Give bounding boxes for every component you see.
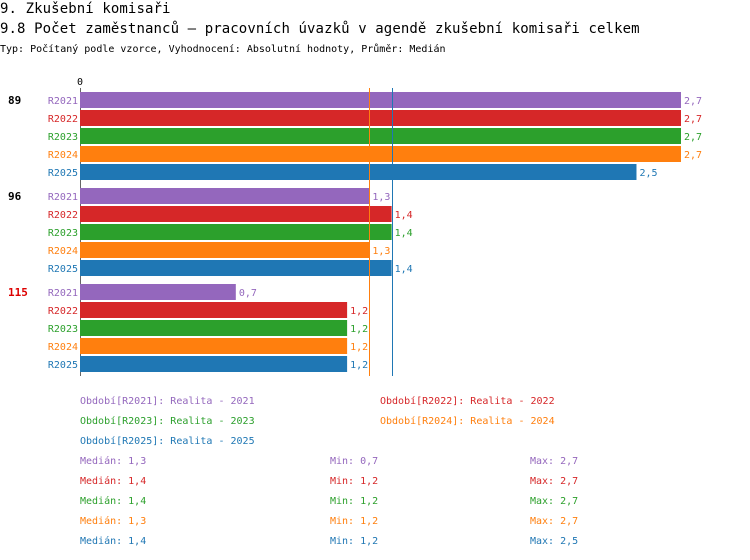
legend-period-item: Období[R2023]: Realita - 2023 <box>80 416 255 427</box>
legend-median: Medián: 1,4 <box>80 476 147 487</box>
legend-min: Min: 1,2 <box>330 476 379 487</box>
bar <box>80 206 392 222</box>
series-label: R2021 <box>48 288 78 299</box>
value-label: 1,2 <box>350 360 368 371</box>
series-label: R2021 <box>48 96 78 107</box>
legend-period-item: Období[R2021]: Realita - 2021 <box>80 396 255 407</box>
legend-max: Max: 2,7 <box>530 516 579 527</box>
legend-period-item: Období[R2022]: Realita - 2022 <box>380 396 555 407</box>
x-axis-zero-label: 0 <box>77 77 83 88</box>
legend-min: Min: 1,2 <box>330 496 379 507</box>
series-label: R2025 <box>48 264 78 275</box>
legend-max: Max: 2,7 <box>530 496 579 507</box>
group-label: 115 <box>8 286 28 299</box>
value-label: 2,5 <box>639 168 657 179</box>
value-label: 1,2 <box>350 342 368 353</box>
chart-type-line: Typ: Počítaný podle vzorce, Vyhodnocení:… <box>0 44 446 55</box>
series-label: R2024 <box>48 342 78 353</box>
legend-period-item: Období[R2025]: Realita - 2025 <box>80 436 255 447</box>
series-label: R2023 <box>48 228 78 239</box>
bar <box>80 164 637 180</box>
bar <box>80 356 348 372</box>
group-label: 89 <box>8 94 21 107</box>
series-label: R2023 <box>48 324 78 335</box>
legend-max: Max: 2,7 <box>530 476 579 487</box>
value-label: 2,7 <box>684 150 702 161</box>
legend-median: Medián: 1,4 <box>80 496 147 507</box>
bar <box>80 338 348 354</box>
bar <box>80 110 681 126</box>
value-label: 1,3 <box>372 246 390 257</box>
legend-max: Max: 2,7 <box>530 456 579 467</box>
value-label: 2,7 <box>684 132 702 143</box>
legend-period-item: Období[R2024]: Realita - 2024 <box>380 416 555 427</box>
bar <box>80 242 370 258</box>
bar <box>80 260 392 276</box>
series-label: R2023 <box>48 132 78 143</box>
bar <box>80 320 348 336</box>
bar <box>80 146 681 162</box>
legend-median: Medián: 1,4 <box>80 536 147 547</box>
bar <box>80 284 236 300</box>
legend-max: Max: 2,5 <box>530 536 579 547</box>
legend-median: Medián: 1,3 <box>80 456 147 467</box>
value-label: 1,2 <box>350 324 368 335</box>
value-label: 0,7 <box>239 288 257 299</box>
legend-min: Min: 1,2 <box>330 516 379 527</box>
series-label: R2021 <box>48 192 78 203</box>
bar <box>80 92 681 108</box>
value-label: 1,3 <box>372 192 390 203</box>
bar <box>80 224 392 240</box>
series-label: R2022 <box>48 306 78 317</box>
series-label: R2024 <box>48 150 78 161</box>
bar <box>80 128 681 144</box>
group-label: 96 <box>8 190 22 203</box>
value-label: 2,7 <box>684 96 702 107</box>
series-label: R2022 <box>48 210 78 221</box>
series-label: R2025 <box>48 360 78 371</box>
value-label: 1,4 <box>395 210 413 221</box>
legend-median: Medián: 1,3 <box>80 516 147 527</box>
series-label: R2022 <box>48 114 78 125</box>
bar <box>80 188 370 204</box>
value-label: 1,4 <box>395 228 413 239</box>
series-label: R2024 <box>48 246 78 257</box>
section-title: 9. Zkušební komisaři <box>0 1 171 17</box>
bar <box>80 302 348 318</box>
legend-min: Min: 1,2 <box>330 536 379 547</box>
chart-title: 9.8 Počet zaměstnanců – pracovních úvazk… <box>0 21 640 37</box>
value-label: 2,7 <box>684 114 702 125</box>
series-label: R2025 <box>48 168 78 179</box>
legend-min: Min: 0,7 <box>330 456 379 467</box>
value-label: 1,2 <box>350 306 368 317</box>
value-label: 1,4 <box>395 264 413 275</box>
